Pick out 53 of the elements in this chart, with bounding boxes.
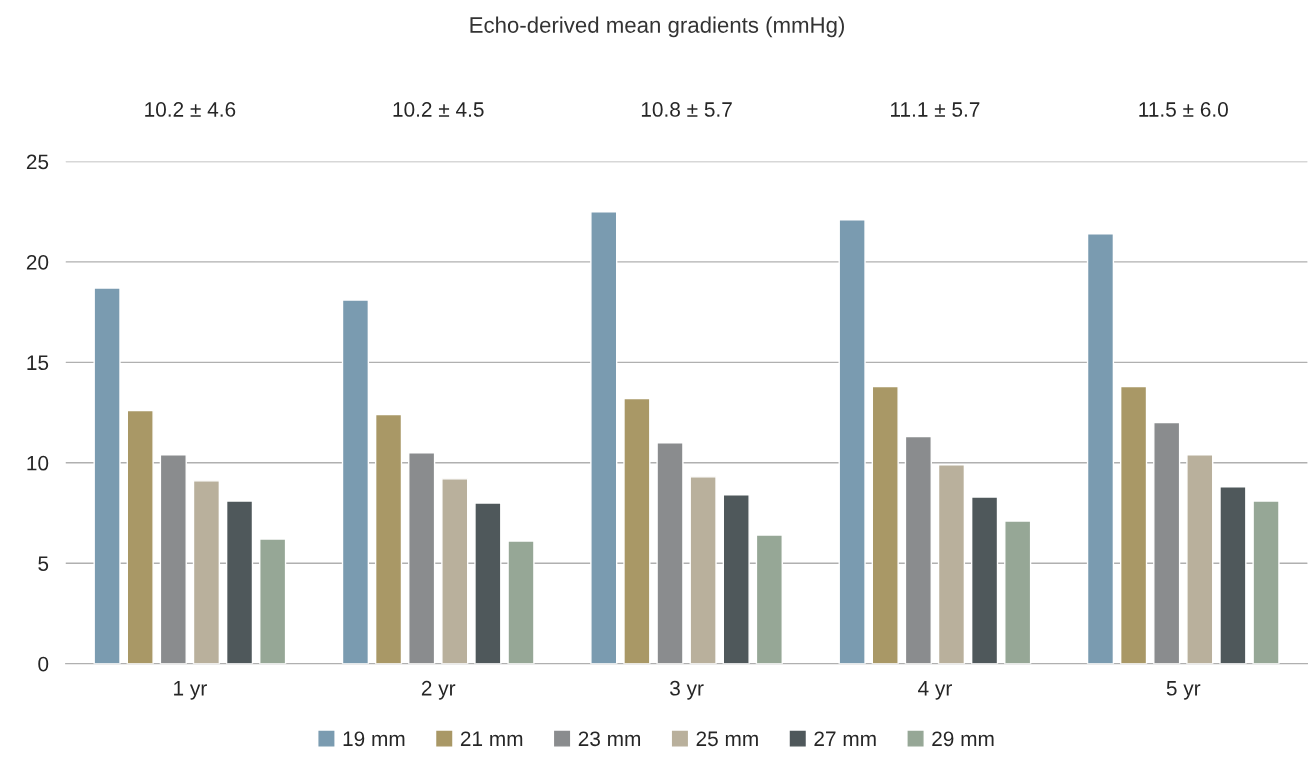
bar — [623, 397, 651, 664]
y-tick-label: 10 — [27, 455, 49, 471]
bar — [1219, 486, 1247, 664]
bar — [93, 287, 121, 664]
x-tick-label: 2 yr — [421, 680, 456, 700]
legend-label: 19 mm — [343, 731, 405, 747]
bar — [838, 219, 866, 664]
text: 10.2 ± 4.5 — [393, 102, 484, 117]
legend-label: 23 mm — [578, 731, 640, 747]
bar — [374, 413, 403, 664]
bar — [341, 299, 370, 664]
bar — [225, 500, 254, 664]
legend-label: 21 mm — [460, 731, 523, 746]
bar — [722, 494, 750, 664]
legend-label: 27 mm — [814, 731, 876, 746]
bar — [474, 502, 502, 664]
y-tick-label: 25 — [26, 154, 49, 170]
legend-label: 29 mm — [932, 731, 994, 747]
y-tick-label: 15 — [27, 355, 49, 371]
bar — [507, 540, 535, 664]
bar — [904, 435, 932, 664]
bar — [159, 454, 187, 664]
text: 11.1 ± 5.7 — [891, 102, 980, 117]
y-tick-label: 5 — [38, 556, 49, 571]
bar — [1119, 385, 1148, 664]
chart-title: Echo-derived mean gradients (mmHg) — [470, 16, 844, 38]
bar — [871, 385, 899, 664]
bar — [689, 476, 717, 664]
bar — [656, 442, 684, 664]
x-tick-label: 4 yr — [918, 681, 952, 700]
text: 10.2 ± 4.6 — [145, 102, 236, 117]
bar — [970, 496, 999, 664]
bar — [1004, 520, 1032, 664]
x-tick-label: 1 yr — [174, 681, 207, 700]
y-tick-label: 20 — [26, 254, 49, 270]
bar — [1153, 421, 1181, 664]
bar — [1086, 233, 1115, 664]
bar — [755, 534, 783, 664]
bar — [937, 464, 966, 664]
text: 11.5 ± 6.0 — [1139, 102, 1228, 117]
x-tick-label: 3 yr — [670, 680, 704, 700]
x-tick-label: 5 yr — [1166, 681, 1201, 700]
bar — [590, 211, 618, 664]
bar — [408, 452, 436, 664]
bar — [192, 480, 221, 664]
text: 10.8 ± 5.7 — [641, 102, 732, 117]
bar — [259, 538, 287, 664]
bar — [441, 478, 469, 664]
bar — [1252, 500, 1280, 664]
y-tick-label: 0 — [38, 656, 49, 672]
bar — [126, 409, 154, 664]
legend-label: 25 mm — [696, 731, 758, 747]
bar — [1186, 454, 1214, 664]
